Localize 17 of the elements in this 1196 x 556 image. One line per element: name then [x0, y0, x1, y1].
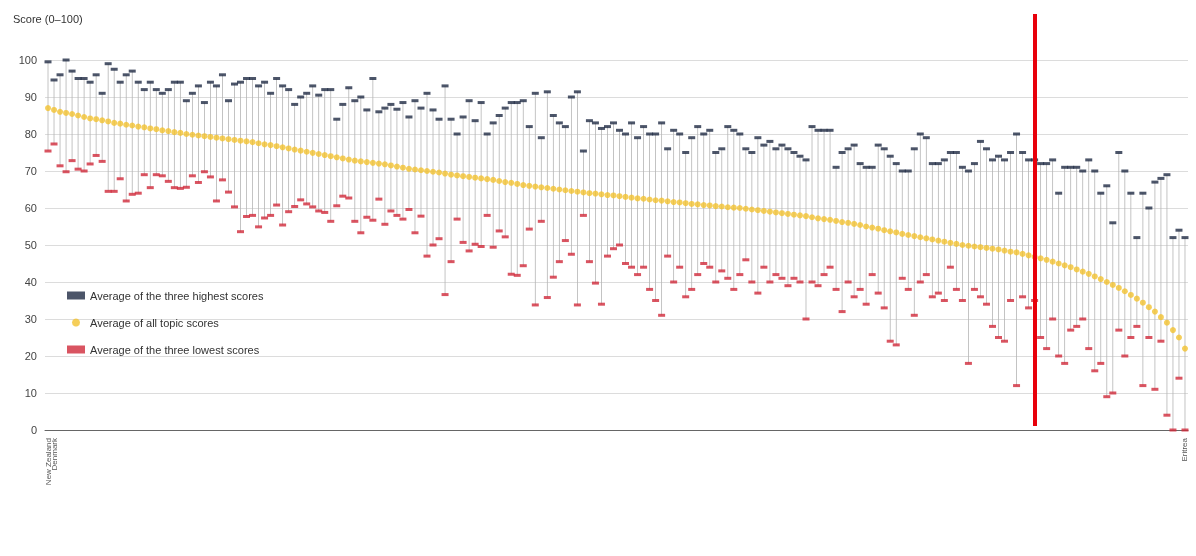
y-tick-label: 40 — [24, 276, 37, 288]
y-tick-label: 70 — [24, 165, 37, 177]
x-tick-label: Eritrea — [1180, 437, 1190, 462]
legend-label: Average of the three highest scores — [90, 289, 264, 302]
y-axis-title: Score (0–100) — [13, 12, 83, 25]
legend-label: Average of the three lowest scores — [90, 343, 260, 356]
y-tick-label: 50 — [24, 239, 37, 251]
y-tick-label: 20 — [24, 350, 37, 362]
legend-label: Average of all topic scores — [90, 316, 220, 329]
x-tick-label: New Zealand — [43, 438, 53, 486]
y-tick-label: 10 — [24, 387, 37, 399]
y-tick-label: 100 — [18, 54, 37, 66]
y-tick-label: 0 — [30, 424, 37, 436]
y-tick-label: 80 — [24, 128, 37, 140]
y-tick-label: 90 — [24, 91, 37, 103]
y-tick-label: 60 — [24, 202, 37, 214]
y-tick-label: 30 — [24, 313, 37, 325]
